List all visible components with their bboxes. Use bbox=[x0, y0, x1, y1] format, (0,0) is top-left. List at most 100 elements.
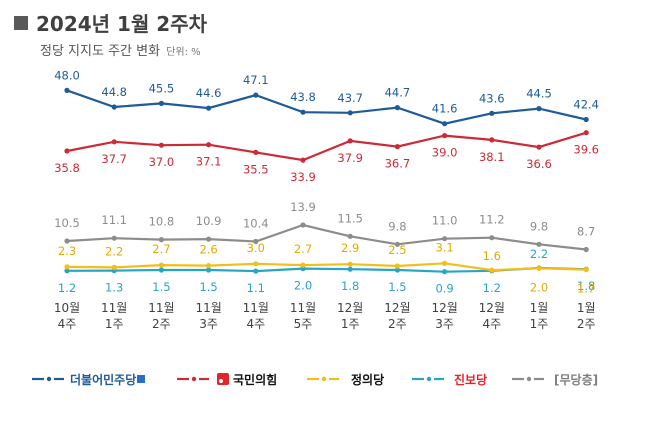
series-line-dem bbox=[66, 89, 587, 125]
data-label-progressive: 1.1 bbox=[247, 281, 265, 295]
data-label-dem: 44.8 bbox=[101, 85, 127, 99]
data-point-progressive bbox=[206, 267, 212, 273]
x-tick-label: 1월 2주 bbox=[577, 301, 596, 331]
data-label-dem: 42.4 bbox=[573, 98, 599, 112]
data-label-none: 10.9 bbox=[196, 214, 222, 228]
data-point-dem bbox=[394, 105, 400, 111]
data-point-justice bbox=[111, 264, 117, 270]
data-point-dem bbox=[347, 110, 353, 116]
data-label-justice: 2.9 bbox=[341, 241, 359, 255]
legend: 더불어민주당 국민의힘 정의당 진보당 [무당층] bbox=[30, 369, 630, 389]
data-label-none: 10.4 bbox=[243, 217, 269, 231]
data-label-justice: 2.0 bbox=[530, 280, 548, 294]
data-label-dem: 44.6 bbox=[196, 86, 222, 100]
data-point-ppp bbox=[111, 139, 117, 145]
data-label-ppp: 37.7 bbox=[101, 152, 127, 166]
data-label-progressive: 2.2 bbox=[530, 247, 548, 261]
data-point-none bbox=[536, 241, 542, 247]
x-tick-label: 12월 4주 bbox=[479, 301, 505, 331]
data-point-justice bbox=[347, 261, 353, 267]
legend-line-dem-icon bbox=[32, 376, 64, 382]
series-line-justice bbox=[66, 262, 587, 272]
x-tick-label: 12월 3주 bbox=[431, 301, 457, 331]
chart-subtitle: 정당 지지도 주간 변화 단위: % bbox=[40, 40, 201, 59]
data-label-none: 11.0 bbox=[432, 214, 458, 228]
data-label-ppp: 39.6 bbox=[573, 143, 599, 157]
dem-logo-flag-icon bbox=[137, 375, 146, 383]
data-label-ppp: 35.5 bbox=[243, 162, 269, 176]
data-point-none bbox=[300, 222, 306, 228]
data-point-progressive bbox=[394, 267, 400, 273]
x-tick-label: 11월 3주 bbox=[195, 301, 221, 331]
legend-line-progressive-icon bbox=[412, 376, 444, 382]
data-label-dem: 43.8 bbox=[290, 90, 316, 104]
ppp-logo-icon bbox=[217, 373, 229, 385]
data-label-progressive: 1.5 bbox=[152, 280, 170, 294]
x-tick-label: 10월 4주 bbox=[54, 301, 80, 331]
data-label-none: 8.7 bbox=[577, 225, 595, 239]
data-label-justice: 3.0 bbox=[247, 241, 265, 255]
data-point-dem bbox=[536, 106, 542, 112]
data-point-ppp bbox=[583, 130, 589, 136]
data-point-progressive bbox=[158, 267, 164, 273]
data-label-progressive: 1.8 bbox=[577, 279, 595, 293]
data-point-ppp bbox=[206, 142, 212, 148]
data-label-ppp: 33.9 bbox=[290, 170, 316, 184]
data-point-ppp bbox=[347, 138, 353, 144]
data-point-ppp bbox=[300, 157, 306, 163]
data-label-justice: 1.6 bbox=[483, 249, 501, 263]
data-point-progressive bbox=[442, 269, 448, 275]
legend-item-justice: 정의당 bbox=[305, 369, 384, 389]
data-label-dem: 48.0 bbox=[54, 68, 80, 82]
data-label-none: 11.5 bbox=[337, 211, 363, 225]
x-tick-label: 11월 2주 bbox=[148, 301, 174, 331]
series-ppp: 35.8 37.7 37.0 37.1 35.5 33.9 37.9 36.7 39.0 38.1… bbox=[54, 130, 599, 184]
data-label-progressive: 1.2 bbox=[483, 281, 501, 295]
data-label-dem: 41.6 bbox=[432, 102, 458, 116]
legend-item-ppp: 국민의힘 bbox=[175, 369, 277, 389]
data-point-dem bbox=[158, 100, 164, 106]
data-point-justice bbox=[394, 263, 400, 269]
data-label-progressive: 0.9 bbox=[435, 282, 453, 296]
data-point-none bbox=[64, 238, 70, 244]
data-point-dem bbox=[111, 104, 117, 110]
unit-label: 단위: % bbox=[166, 47, 201, 58]
data-point-dem bbox=[300, 109, 306, 115]
data-point-none bbox=[111, 235, 117, 241]
legend-label-ppp: 국민의힘 bbox=[233, 372, 278, 387]
data-label-none: 10.8 bbox=[149, 215, 175, 229]
data-label-progressive: 1.2 bbox=[58, 281, 76, 295]
data-point-none bbox=[253, 238, 259, 245]
data-label-ppp: 39.0 bbox=[432, 146, 458, 160]
data-point-dem bbox=[489, 110, 495, 116]
data-point-ppp bbox=[489, 137, 495, 143]
legend-line-none-icon bbox=[512, 376, 544, 382]
title-square-icon bbox=[14, 16, 28, 30]
data-point-ppp bbox=[394, 144, 400, 150]
data-label-progressive: 1.8 bbox=[341, 279, 359, 293]
data-label-justice: 2.5 bbox=[388, 243, 406, 257]
data-point-none bbox=[394, 241, 400, 247]
data-point-justice bbox=[536, 265, 542, 271]
data-label-justice: 2.3 bbox=[58, 244, 76, 258]
data-label-ppp: 36.6 bbox=[526, 157, 552, 171]
data-label-none: 11.2 bbox=[479, 213, 505, 227]
data-point-none bbox=[347, 233, 353, 239]
data-point-ppp bbox=[442, 133, 448, 139]
legend-label-progressive: 진보당 bbox=[454, 372, 488, 387]
legend-line-ppp-icon bbox=[177, 376, 209, 382]
chart-title: 2024년 1월 2주차 bbox=[14, 8, 207, 37]
data-label-justice: 2.2 bbox=[105, 244, 123, 258]
data-label-dem: 43.7 bbox=[337, 91, 363, 105]
data-label-ppp: 38.1 bbox=[479, 150, 505, 164]
data-label-ppp: 37.9 bbox=[337, 151, 363, 165]
data-point-justice bbox=[206, 263, 212, 269]
data-label-dem: 45.5 bbox=[149, 81, 175, 95]
chart-subtitle-text: 정당 지지도 주간 변화 bbox=[40, 44, 161, 59]
legend-label-justice: 정의당 bbox=[351, 372, 385, 387]
series-dem: 48.0 44.8 45.5 44.6 47.1 43.8 43.7 44.7 41.6 43.6… bbox=[54, 68, 599, 127]
data-point-none bbox=[158, 237, 164, 243]
data-point-justice bbox=[64, 264, 70, 270]
data-point-ppp bbox=[536, 144, 542, 150]
data-point-justice bbox=[300, 262, 306, 268]
